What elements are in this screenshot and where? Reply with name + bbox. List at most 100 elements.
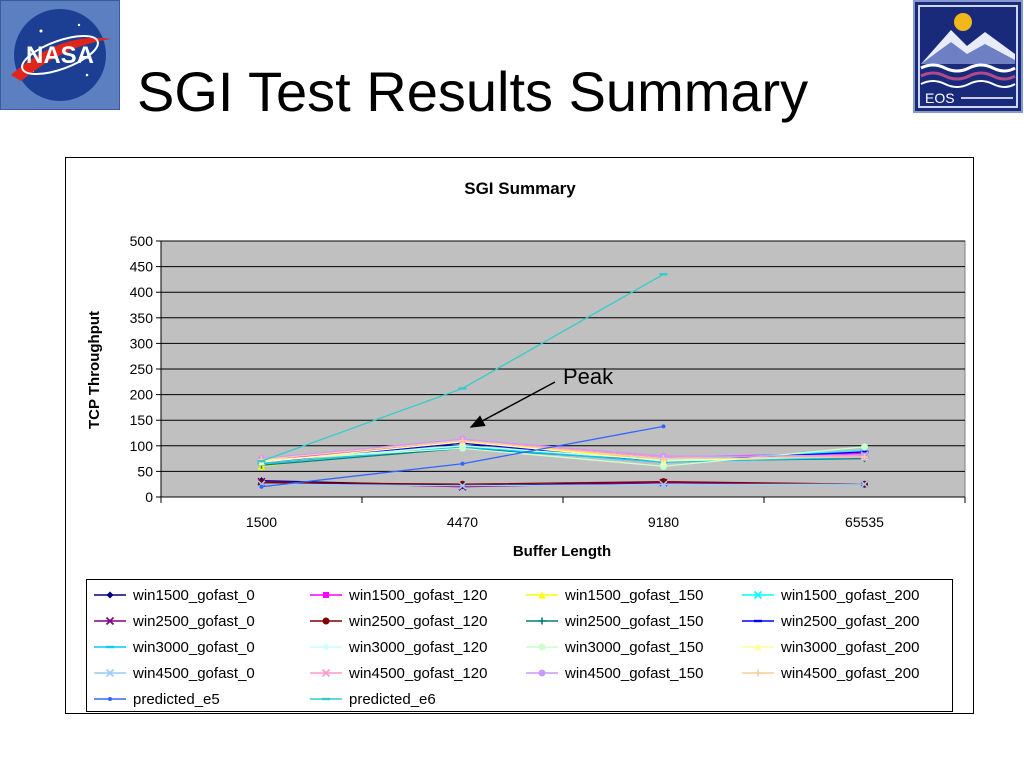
series-lines xyxy=(257,273,869,491)
data-point xyxy=(259,484,264,489)
legend-item: win4500_gofast_0 xyxy=(93,661,255,685)
legend-label: win1500_gofast_0 xyxy=(133,586,255,604)
series-line xyxy=(261,438,865,460)
legend-item: win1500_gofast_150 xyxy=(525,583,703,607)
data-point xyxy=(660,455,667,463)
eos-emblem-icon: EOS xyxy=(915,2,1021,111)
legend-swatch-marker xyxy=(322,697,330,701)
legend-item: predicted_e5 xyxy=(93,687,220,711)
legend-label: win4500_gofast_0 xyxy=(133,664,255,682)
legend-item: predicted_e6 xyxy=(309,687,436,711)
data-point xyxy=(460,461,465,466)
legend-swatch xyxy=(94,616,126,626)
legend-swatch xyxy=(310,668,342,678)
legend-swatch-marker xyxy=(538,591,546,599)
legend-swatch-marker xyxy=(754,643,762,651)
legend-swatch xyxy=(310,697,342,701)
legend-label: win3000_gofast_150 xyxy=(565,638,704,656)
x-tick-label: 1500 xyxy=(246,514,277,530)
legend-label: predicted_e6 xyxy=(349,690,436,708)
series-predicted_e6 xyxy=(257,273,668,463)
legend-swatch xyxy=(742,619,774,623)
x-axis-label: Buffer Length xyxy=(513,543,611,560)
series-line xyxy=(261,446,865,465)
y-tick-label: 250 xyxy=(130,361,154,377)
legend-label: win1500_gofast_120 xyxy=(349,586,488,604)
eos-logo: EOS xyxy=(913,0,1023,113)
data-point xyxy=(661,424,666,429)
legend-swatch-marker xyxy=(322,617,330,625)
legend-swatch xyxy=(310,643,342,651)
legend-label: win3000_gofast_0 xyxy=(133,638,255,656)
legend-item: win3000_gofast_150 xyxy=(525,635,703,659)
legend-item: win4500_gofast_150 xyxy=(525,661,703,685)
legend-swatch xyxy=(742,643,774,651)
data-point xyxy=(659,273,668,276)
y-tick-label: 0 xyxy=(145,489,153,505)
legend-label: win2500_gofast_150 xyxy=(565,612,704,630)
legend-swatch xyxy=(742,669,774,677)
data-point xyxy=(860,450,869,454)
data-point xyxy=(860,480,869,489)
legend-swatch xyxy=(94,668,126,678)
legend-swatch xyxy=(526,669,558,677)
legend-item: win3000_gofast_200 xyxy=(741,635,919,659)
legend-swatch-marker xyxy=(538,643,546,651)
legend-item: win2500_gofast_0 xyxy=(93,609,255,633)
legend-swatch-marker xyxy=(538,669,546,677)
legend-item: win3000_gofast_120 xyxy=(309,635,487,659)
legend-item: win4500_gofast_120 xyxy=(309,661,487,685)
legend-swatch-marker xyxy=(106,645,114,649)
x-tick-label: 65535 xyxy=(845,514,884,530)
series-line xyxy=(261,441,865,463)
data-point xyxy=(458,481,467,490)
x-tick-label: 9180 xyxy=(648,514,679,530)
nasa-emblem-icon: NASA xyxy=(11,9,111,101)
legend-swatch-marker xyxy=(106,591,114,599)
legend-swatch xyxy=(526,643,558,651)
legend-swatch xyxy=(526,591,558,599)
legend-label: win2500_gofast_200 xyxy=(781,612,920,630)
chart-title: SGI Summary xyxy=(464,179,576,198)
legend-swatch-marker xyxy=(753,590,763,600)
legend-swatch xyxy=(742,590,774,600)
legend-swatch-marker xyxy=(322,643,330,651)
eos-logo-text: EOS xyxy=(925,90,955,106)
legend-swatch-marker xyxy=(105,616,115,626)
legend-swatch xyxy=(310,592,342,598)
legend-label: win4500_gofast_200 xyxy=(781,664,920,682)
series-predicted_e5 xyxy=(259,424,666,489)
legend-swatch-marker xyxy=(321,668,331,678)
chart-svg: SGI Summary 0 50 100 150 200 250 300 350 400 450 5… xyxy=(86,179,966,560)
data-point xyxy=(659,480,668,489)
legend-swatch xyxy=(94,697,126,701)
y-tick-label: 200 xyxy=(130,387,154,403)
legend-label: win1500_gofast_200 xyxy=(781,586,920,604)
legend-swatch-marker xyxy=(754,669,762,677)
legend-item: win2500_gofast_150 xyxy=(525,609,703,633)
legend-item: win1500_gofast_0 xyxy=(93,583,255,607)
nasa-logo-text: NASA xyxy=(26,42,94,69)
legend-swatch xyxy=(310,617,342,625)
legend-label: predicted_e5 xyxy=(133,690,220,708)
x-tick-labels: 1500 4470 9180 65535 xyxy=(246,514,884,530)
y-tick-label: 500 xyxy=(130,233,154,249)
legend-swatch-marker xyxy=(538,617,546,625)
data-point xyxy=(861,443,868,451)
legend-item: win1500_gofast_200 xyxy=(741,583,919,607)
legend-swatch xyxy=(94,645,126,649)
data-point xyxy=(459,437,466,445)
series-line xyxy=(261,480,865,485)
nasa-logo: NASA xyxy=(0,0,120,110)
legend-item: win2500_gofast_200 xyxy=(741,609,919,633)
y-tick-label: 50 xyxy=(137,463,153,479)
legend-label: win3000_gofast_200 xyxy=(781,638,920,656)
y-tick-label: 450 xyxy=(130,259,154,275)
legend-label: win2500_gofast_0 xyxy=(133,612,255,630)
legend-label: win4500_gofast_120 xyxy=(349,664,488,682)
legend-label: win1500_gofast_150 xyxy=(565,586,704,604)
x-tick-label: 4470 xyxy=(447,514,478,530)
slide-title: SGI Test Results Summary xyxy=(137,60,809,123)
y-axis-label: TCP Throughput xyxy=(86,311,103,429)
gridlines xyxy=(156,240,965,498)
